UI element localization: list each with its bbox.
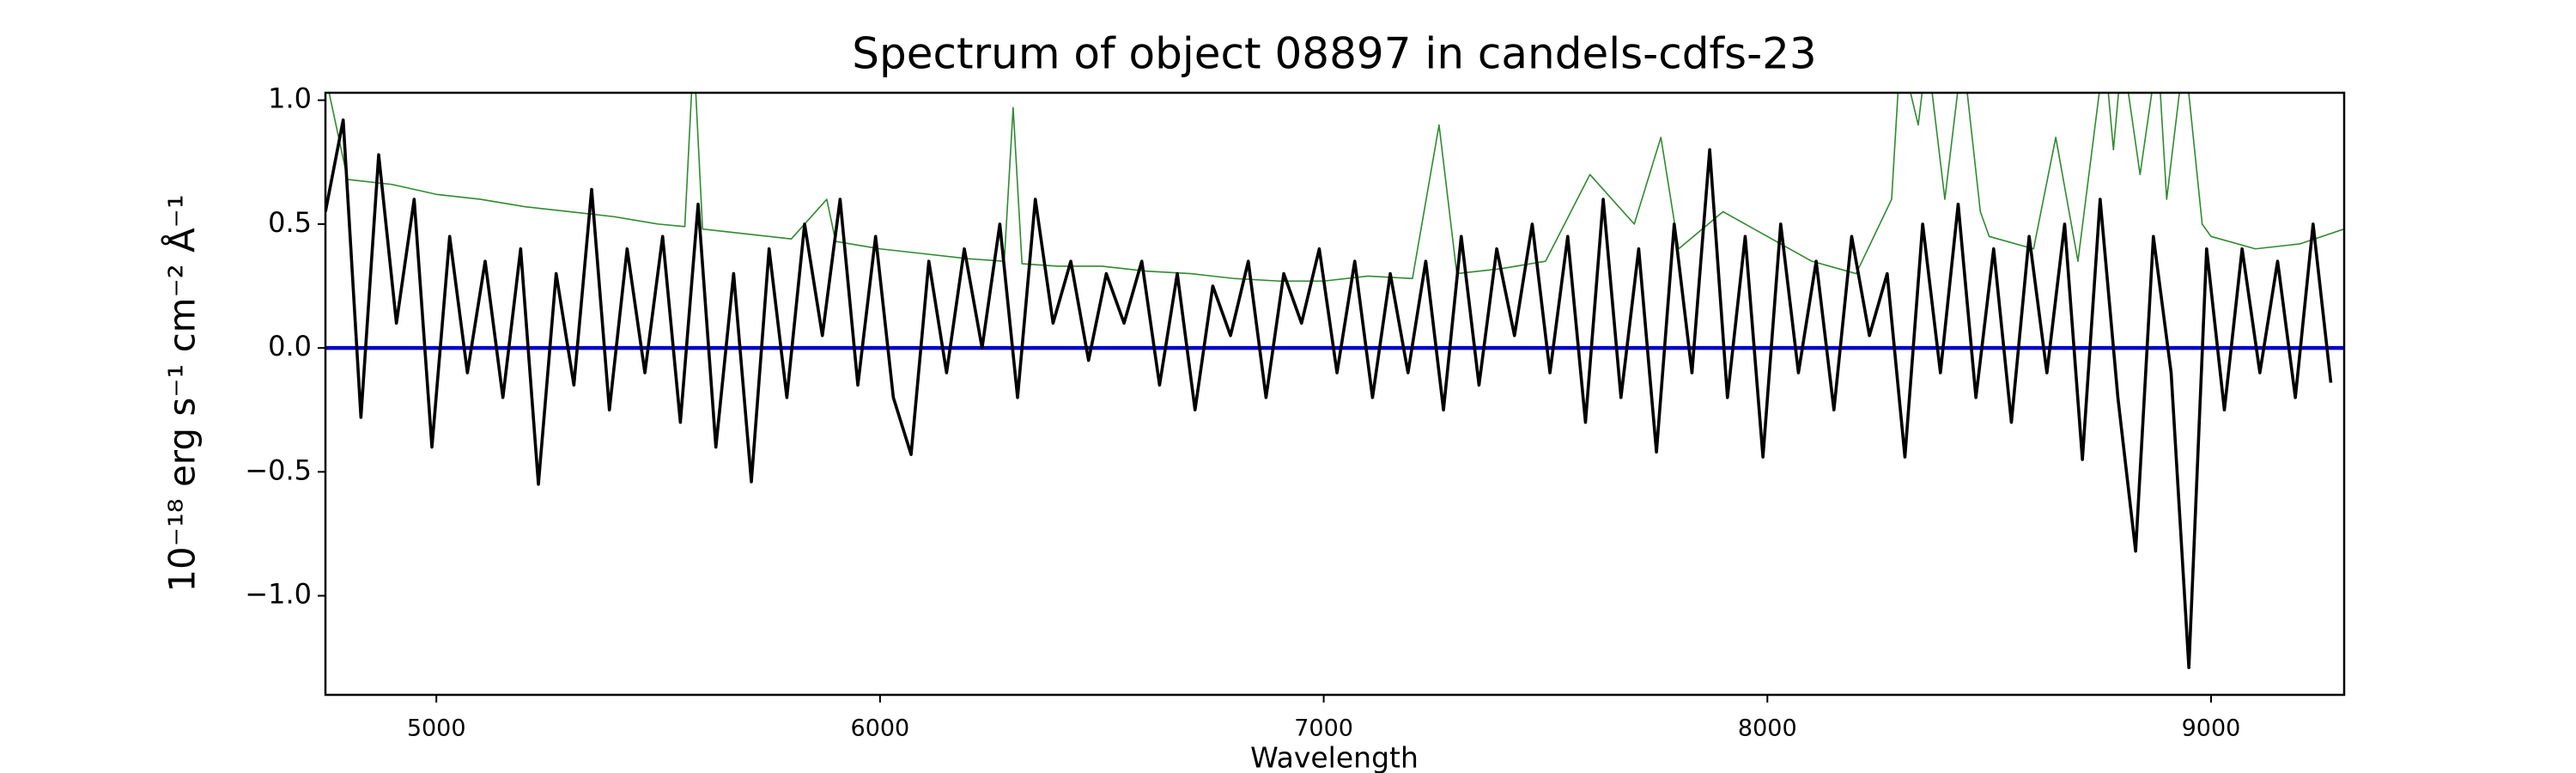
x-axis-label: Wavelength (1250, 741, 1419, 773)
chart-title: Spectrum of object 08897 in candels-cdfs… (852, 29, 1817, 79)
x-tick-label: 7000 (1294, 715, 1353, 742)
x-tick-label: 8000 (1738, 715, 1797, 742)
x-tick-label: 9000 (2182, 715, 2241, 742)
series-line (328, 93, 2344, 283)
x-tick-label: 5000 (407, 715, 466, 742)
axes-frame (324, 91, 2346, 697)
y-tick-label: −0.5 (245, 453, 312, 486)
y-tick-label: −1.0 (245, 578, 312, 611)
x-tick-label: 6000 (851, 715, 910, 742)
y-tick-label: 0.5 (268, 206, 312, 239)
y-tick-label: 1.0 (268, 82, 312, 115)
y-axis-label: 10⁻¹⁸ erg s⁻¹ cm⁻² Å⁻¹ (161, 194, 204, 592)
plot-area (325, 93, 2344, 670)
series-line (325, 118, 2333, 670)
y-tick-label: 0.0 (268, 330, 312, 362)
